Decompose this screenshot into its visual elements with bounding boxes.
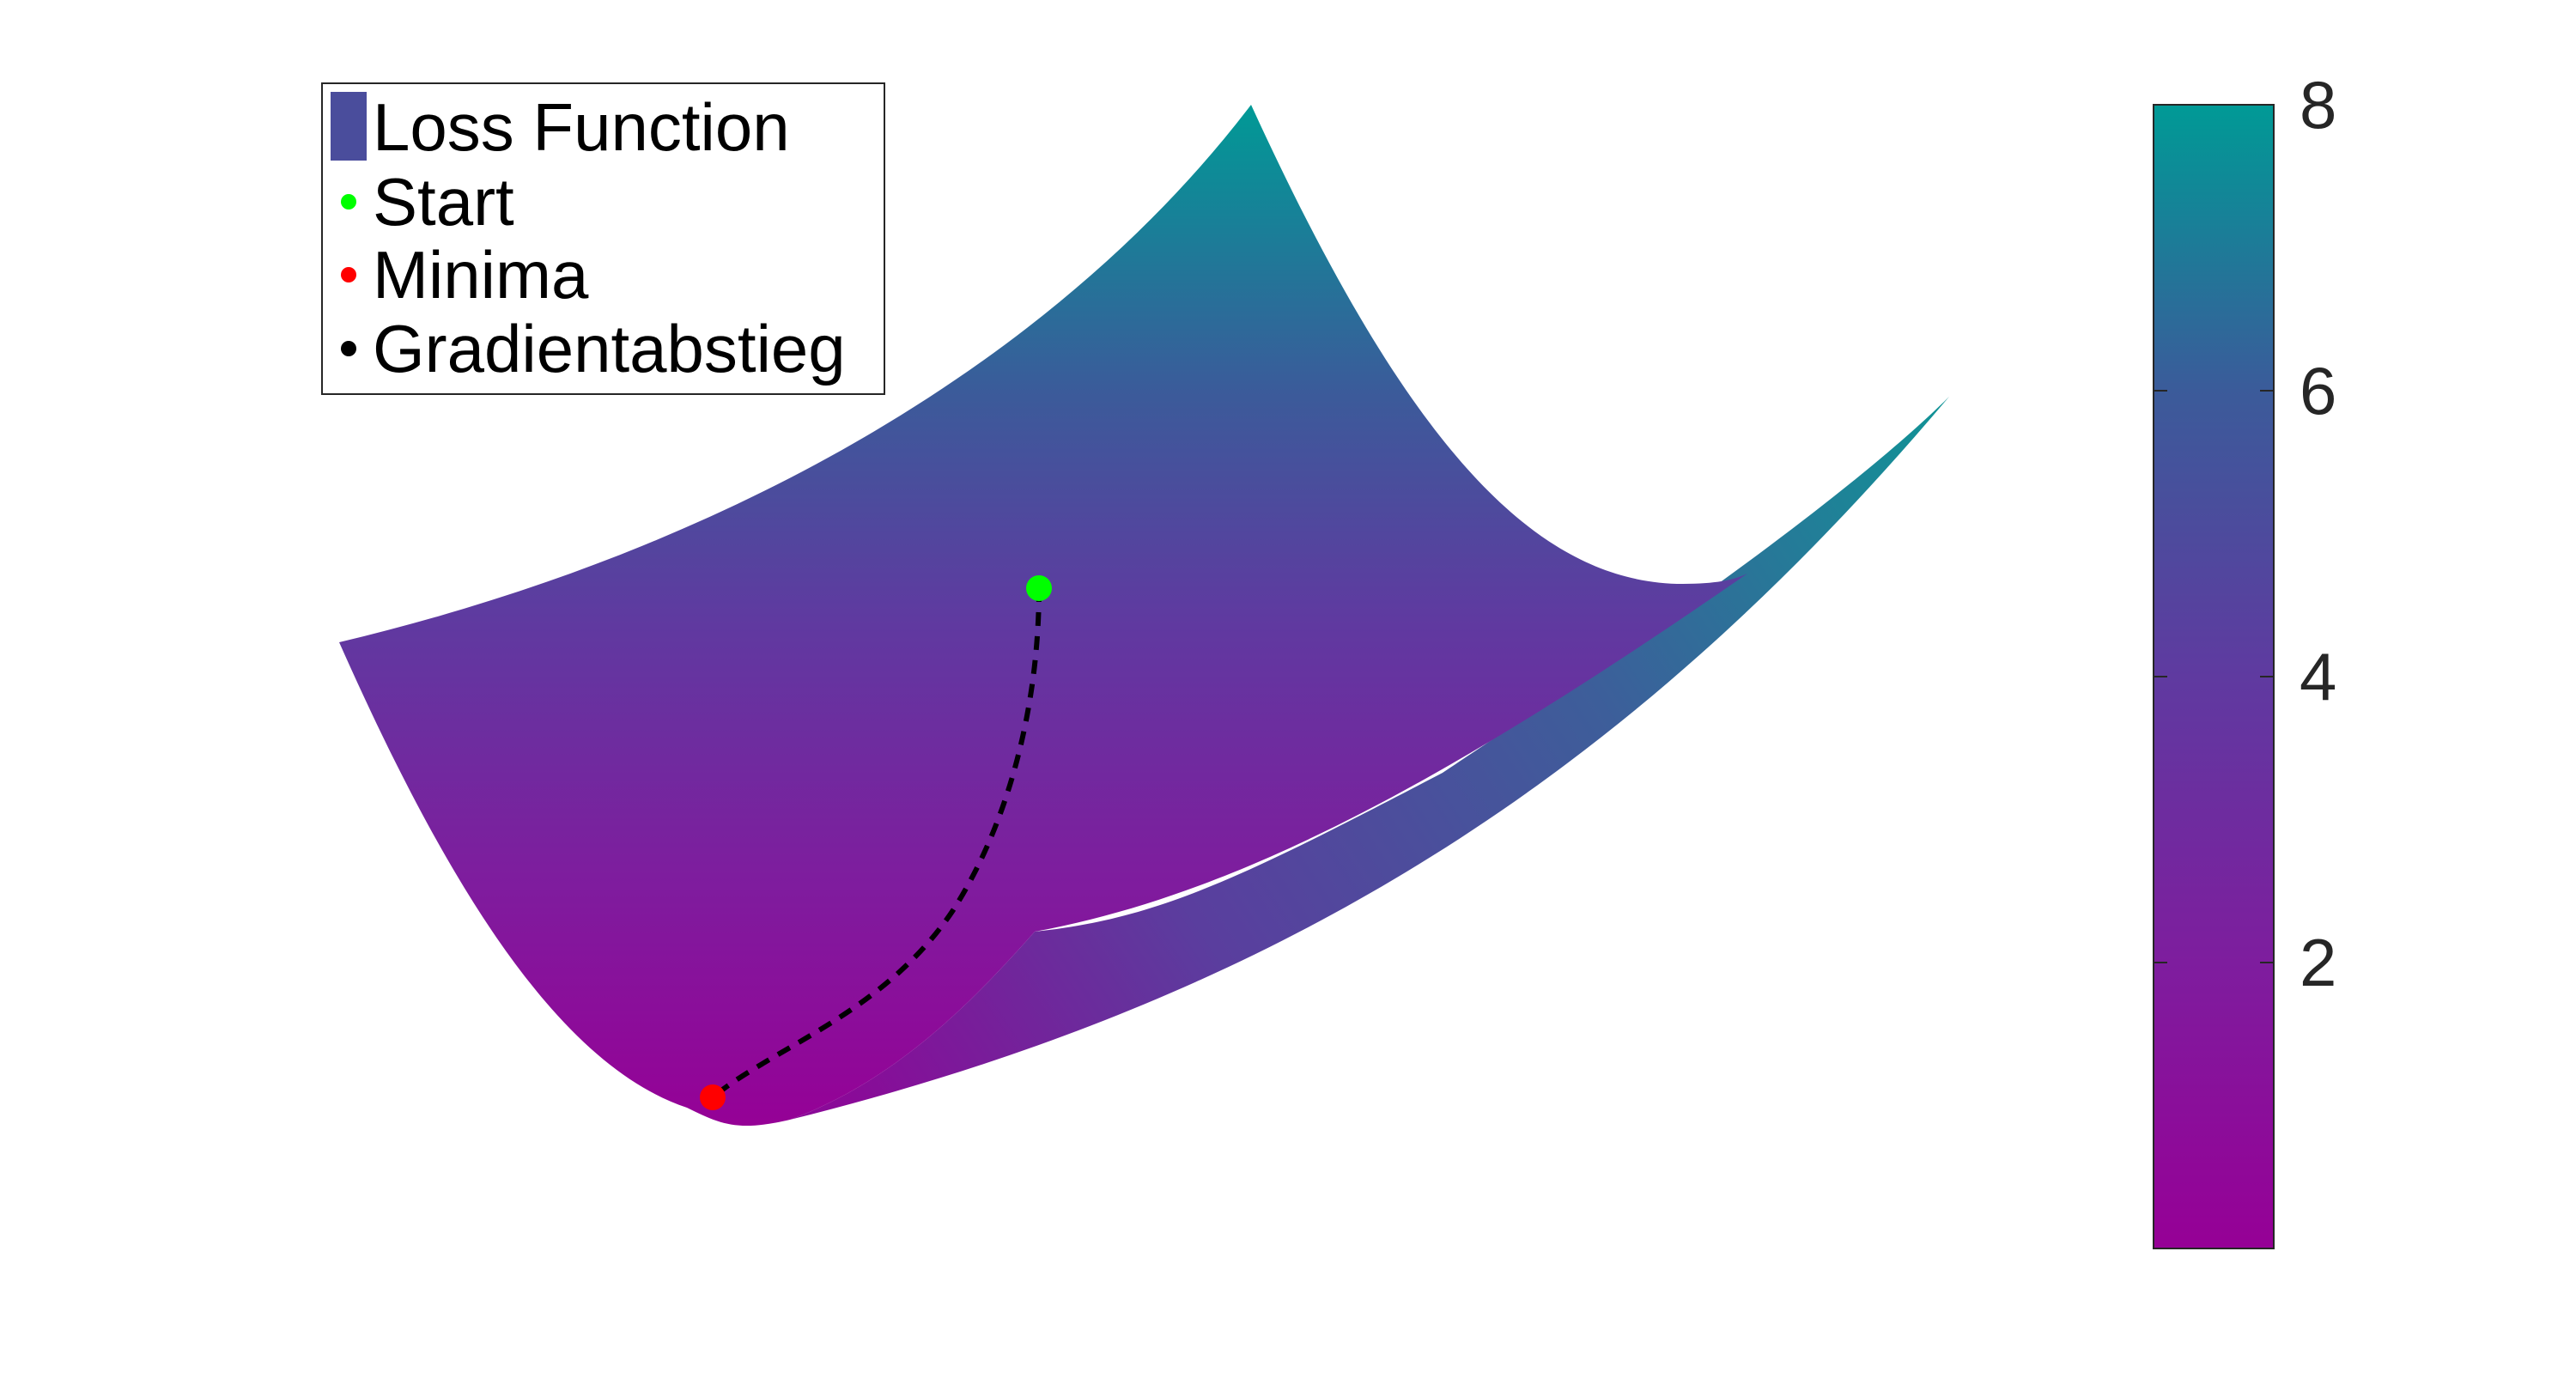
colorbar: 2 4 6 8 <box>2153 67 2336 1249</box>
colorbar-tick-label: 2 <box>2300 925 2336 1000</box>
legend-dot-start <box>341 194 356 210</box>
surface-main <box>339 105 1747 1127</box>
colorbar-tick-label: 6 <box>2300 353 2336 428</box>
surface-underside <box>790 397 1949 1120</box>
colorbar-bar <box>2153 104 2275 1249</box>
minimum-point <box>700 1084 726 1110</box>
legend-label-loss: Loss Function <box>373 89 790 165</box>
legend-dot-minima <box>341 267 356 282</box>
gradient-descent-path <box>711 587 1042 1100</box>
legend-dot-gradient <box>341 341 356 356</box>
colorbar-tick-label: 8 <box>2300 67 2336 143</box>
legend-patch-loss <box>331 92 367 161</box>
legend-label-gradient: Gradientabstieg <box>373 311 846 386</box>
legend-label-start: Start <box>373 164 514 240</box>
legend-label-minima: Minima <box>373 237 589 313</box>
legend: Loss Function Start Minima Gradientabsti… <box>321 82 885 395</box>
colorbar-tick-label: 4 <box>2300 639 2336 714</box>
start-point <box>1026 575 1052 601</box>
legend-box <box>321 82 885 395</box>
